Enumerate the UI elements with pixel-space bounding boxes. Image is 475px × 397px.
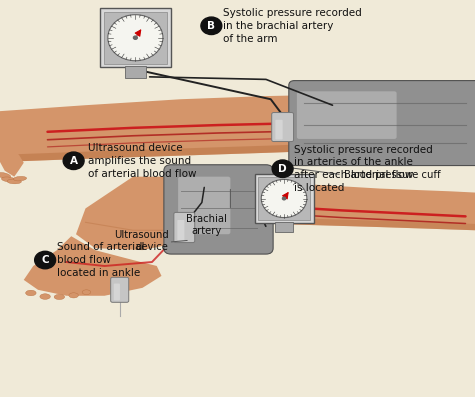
FancyBboxPatch shape: [289, 81, 475, 166]
Text: Ultrasound
device: Ultrasound device: [114, 230, 169, 252]
Text: Blood pressure cuff: Blood pressure cuff: [344, 170, 441, 180]
Ellipse shape: [13, 176, 27, 181]
FancyBboxPatch shape: [104, 12, 167, 64]
FancyBboxPatch shape: [100, 8, 171, 67]
Circle shape: [283, 197, 285, 200]
Circle shape: [63, 152, 84, 170]
FancyBboxPatch shape: [276, 120, 283, 139]
Polygon shape: [180, 177, 475, 230]
Circle shape: [272, 160, 293, 177]
FancyBboxPatch shape: [255, 174, 314, 223]
Text: Systolic pressure recorded
in arteries of the ankle
after each arterial flow
is : Systolic pressure recorded in arteries o…: [294, 145, 433, 193]
Ellipse shape: [69, 293, 78, 298]
Text: D: D: [278, 164, 287, 174]
FancyBboxPatch shape: [111, 277, 129, 303]
Polygon shape: [0, 91, 475, 162]
FancyBboxPatch shape: [178, 177, 230, 234]
FancyBboxPatch shape: [297, 91, 397, 139]
FancyBboxPatch shape: [164, 165, 273, 254]
Ellipse shape: [54, 295, 65, 299]
Text: B: B: [208, 21, 215, 31]
Circle shape: [201, 17, 222, 35]
Circle shape: [35, 251, 56, 269]
Ellipse shape: [82, 290, 91, 295]
Ellipse shape: [7, 179, 21, 184]
FancyBboxPatch shape: [114, 283, 120, 301]
Text: Ultrasound device
amplifies the sound
of arterial blood flow: Ultrasound device amplifies the sound of…: [88, 143, 196, 179]
Ellipse shape: [26, 290, 36, 296]
FancyBboxPatch shape: [125, 66, 146, 78]
Polygon shape: [0, 111, 24, 177]
Text: C: C: [41, 255, 49, 265]
FancyBboxPatch shape: [272, 113, 294, 141]
FancyBboxPatch shape: [275, 222, 293, 232]
Polygon shape: [0, 140, 475, 162]
Polygon shape: [76, 177, 223, 250]
Circle shape: [133, 36, 137, 39]
Ellipse shape: [40, 294, 50, 299]
FancyBboxPatch shape: [258, 177, 310, 220]
Text: Sound of arterial
blood flow
located in ankle: Sound of arterial blood flow located in …: [57, 242, 144, 278]
Text: A: A: [70, 156, 77, 166]
Text: Brachial
artery: Brachial artery: [186, 214, 227, 236]
Ellipse shape: [1, 177, 16, 182]
Polygon shape: [180, 215, 475, 230]
FancyBboxPatch shape: [177, 220, 184, 241]
Text: Systolic pressure recorded
in the brachial artery
of the arm: Systolic pressure recorded in the brachi…: [223, 8, 362, 44]
Circle shape: [261, 179, 307, 218]
Circle shape: [108, 15, 163, 61]
Polygon shape: [24, 236, 162, 296]
FancyBboxPatch shape: [174, 212, 195, 243]
Ellipse shape: [0, 173, 11, 178]
